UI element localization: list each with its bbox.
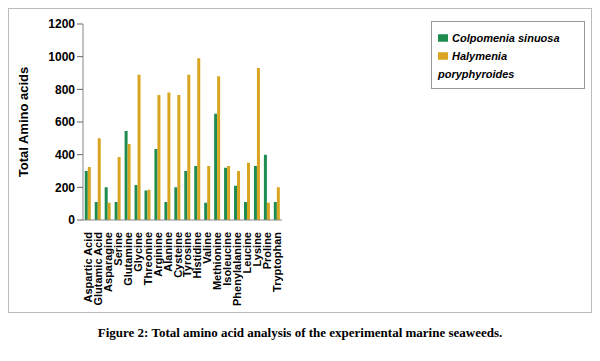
svg-text:Valine: Valine [201,232,214,264]
svg-text:Isoleucine: Isoleucine [221,232,234,286]
svg-text:1000: 1000 [48,50,75,64]
svg-text:Leucine: Leucine [241,232,254,274]
html-text:Colpomenia sinuosa: Colpomenia sinuosa [452,32,560,44]
svg-text:Asparagine: Asparagine [101,232,114,292]
svg-text:Tryptophan: Tryptophan [271,232,283,292]
svg-text:Proline: Proline [261,232,274,270]
svg-text:Lysine: Lysine [251,232,264,267]
svg-text:1200: 1200 [48,17,75,31]
svg-text:Alanine: Alanine [161,232,174,272]
html-text:Halymenia poryphyroides: Halymenia poryphyroides [438,50,515,80]
svg-text:Methionine: Methionine [211,232,224,291]
svg-text:Serine: Serine [111,232,124,266]
svg-text:0: 0 [68,213,75,227]
svg-text:Arginine: Arginine [151,232,164,277]
svg-text:600: 600 [55,115,75,129]
svg-text:Tyrosine: Tyrosine [181,232,194,277]
svg-text:Phenylalanine: Phenylalanine [231,232,244,306]
svg-text:400: 400 [55,148,75,162]
html-text:Figure 2: Total amino acid ana: Figure 2: Total amino acid analysis of t… [97,325,503,340]
svg-text:Glutamic Acid: Glutamic Acid [91,232,104,306]
svg-text:Glutamine: Glutamine [121,232,134,286]
svg-text:Total Amino acids: Total Amino acids [16,67,31,178]
svg-text:Cysteine: Cysteine [171,232,184,278]
svg-text:800: 800 [55,83,75,97]
svg-text:Glycine: Glycine [131,232,144,272]
svg-text:Histidine: Histidine [191,232,204,279]
svg-text:Aspartic Acid: Aspartic Acid [82,232,94,303]
svg-text:Threonine: Threonine [141,232,154,286]
svg-text:200: 200 [55,181,75,195]
